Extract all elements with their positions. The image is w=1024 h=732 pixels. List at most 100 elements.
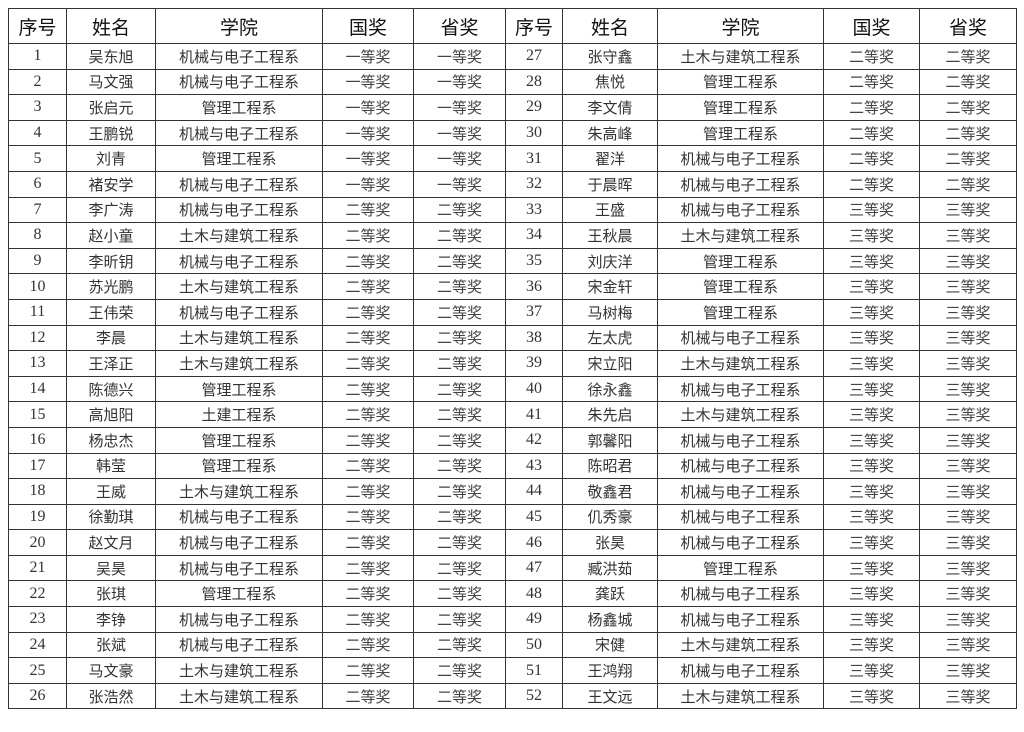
serial-cell: 37 xyxy=(505,298,563,326)
provincial-award-cell: 二等奖 xyxy=(413,657,506,684)
name-cell: 张守鑫 xyxy=(562,43,658,70)
name-cell: 张斌 xyxy=(66,631,156,659)
provincial-award-cell: 二等奖 xyxy=(413,554,506,582)
department-cell: 机械与电子工程系 xyxy=(657,196,824,224)
serial-cell: 30 xyxy=(505,119,563,147)
name-cell: 吴东旭 xyxy=(66,43,156,70)
department-cell: 土木与建筑工程系 xyxy=(155,273,323,300)
provincial-award-cell: 二等奖 xyxy=(413,503,506,531)
serial-cell: 38 xyxy=(505,324,563,352)
department-cell: 土木与建筑工程系 xyxy=(155,478,323,505)
department-cell: 土木与建筑工程系 xyxy=(155,682,323,710)
name-cell: 张浩然 xyxy=(66,682,156,710)
department-cell: 土木与建筑工程系 xyxy=(155,657,323,684)
national-award-cell: 三等奖 xyxy=(823,196,920,224)
provincial-award-cell: 二等奖 xyxy=(919,43,1017,70)
provincial-award-cell: 三等奖 xyxy=(919,324,1017,352)
national-award-cell: 二等奖 xyxy=(322,247,414,275)
department-cell: 机械与电子工程系 xyxy=(657,606,824,633)
name-cell: 陈昭君 xyxy=(562,452,658,480)
provincial-award-cell: 三等奖 xyxy=(919,478,1017,505)
name-cell: 郭馨阳 xyxy=(562,426,658,454)
department-cell: 土木与建筑工程系 xyxy=(657,222,824,249)
provincial-award-cell: 三等奖 xyxy=(919,631,1017,659)
table-row: 5 刘青 管理工程系 一等奖 一等奖 31 翟洋 机械与电子工程系 二等奖 二等奖 xyxy=(8,145,1017,172)
national-award-cell: 三等奖 xyxy=(823,324,920,352)
national-award-cell: 二等奖 xyxy=(322,298,414,326)
department-cell: 机械与电子工程系 xyxy=(155,503,323,531)
name-cell: 王鸿翔 xyxy=(562,657,658,684)
name-cell: 陈德兴 xyxy=(66,375,156,403)
national-award-cell: 一等奖 xyxy=(322,68,414,96)
department-cell: 管理工程系 xyxy=(657,298,824,326)
serial-cell: 21 xyxy=(8,554,67,582)
name-cell: 赵文月 xyxy=(66,529,156,556)
name-cell: 宋金轩 xyxy=(562,273,658,300)
name-cell: 李铮 xyxy=(66,606,156,633)
name-cell: 于晨晖 xyxy=(562,170,658,198)
name-cell: 臧洪茹 xyxy=(562,554,658,582)
provincial-award-cell: 一等奖 xyxy=(413,43,506,70)
table-row: 24 张斌 机械与电子工程系 二等奖 二等奖 50 宋健 土木与建筑工程系 三等奖 三等奖 xyxy=(8,631,1017,659)
national-award-cell: 二等奖 xyxy=(823,43,920,70)
table-row: 23 李铮 机械与电子工程系 二等奖 二等奖 49 杨鑫城 机械与电子工程系 三等奖 三等奖 xyxy=(8,606,1017,633)
name-cell: 张启元 xyxy=(66,94,156,121)
national-award-cell: 三等奖 xyxy=(823,554,920,582)
header-national-award: 国奖 xyxy=(322,8,414,44)
serial-cell: 1 xyxy=(8,43,67,70)
table-row: 25 马文豪 土木与建筑工程系 二等奖 二等奖 51 王鸿翔 机械与电子工程系 三等奖 三等奖 xyxy=(8,657,1017,684)
award-list-table: 序号 姓名 学院 国奖 省奖 序号 姓名 学院 国奖 省奖 1 吴东旭 机械与电子工程系 一等奖 一等奖 2… xyxy=(8,8,1017,710)
national-award-cell: 二等奖 xyxy=(322,529,414,556)
national-award-cell: 三等奖 xyxy=(823,631,920,659)
name-cell: 朱先启 xyxy=(562,401,658,428)
serial-cell: 23 xyxy=(8,606,67,633)
provincial-award-cell: 二等奖 xyxy=(413,682,506,710)
provincial-award-cell: 三等奖 xyxy=(919,247,1017,275)
serial-cell: 36 xyxy=(505,273,563,300)
national-award-cell: 二等奖 xyxy=(322,503,414,531)
department-cell: 管理工程系 xyxy=(155,94,323,121)
provincial-award-cell: 三等奖 xyxy=(919,298,1017,326)
provincial-award-cell: 一等奖 xyxy=(413,145,506,172)
table-row: 11 王伟荣 机械与电子工程系 二等奖 二等奖 37 马树梅 管理工程系 三等奖 三等奖 xyxy=(8,298,1017,326)
national-award-cell: 二等奖 xyxy=(322,196,414,224)
provincial-award-cell: 二等奖 xyxy=(919,119,1017,147)
national-award-cell: 二等奖 xyxy=(322,657,414,684)
national-award-cell: 二等奖 xyxy=(322,273,414,300)
serial-cell: 42 xyxy=(505,426,563,454)
department-cell: 机械与电子工程系 xyxy=(657,580,824,608)
department-cell: 机械与电子工程系 xyxy=(155,631,323,659)
name-cell: 左太虎 xyxy=(562,324,658,352)
provincial-award-cell: 一等奖 xyxy=(413,94,506,121)
serial-cell: 9 xyxy=(8,247,67,275)
department-cell: 机械与电子工程系 xyxy=(657,478,824,505)
department-cell: 管理工程系 xyxy=(155,452,323,480)
department-cell: 机械与电子工程系 xyxy=(155,68,323,96)
provincial-award-cell: 二等奖 xyxy=(413,478,506,505)
name-cell: 焦悦 xyxy=(562,68,658,96)
serial-cell: 10 xyxy=(8,273,67,300)
serial-cell: 2 xyxy=(8,68,67,96)
serial-cell: 47 xyxy=(505,554,563,582)
header-serial: 序号 xyxy=(505,8,563,44)
national-award-cell: 二等奖 xyxy=(823,145,920,172)
header-name: 姓名 xyxy=(66,8,156,44)
serial-cell: 24 xyxy=(8,631,67,659)
national-award-cell: 二等奖 xyxy=(322,631,414,659)
department-cell: 机械与电子工程系 xyxy=(155,43,323,70)
name-cell: 张琪 xyxy=(66,580,156,608)
serial-cell: 14 xyxy=(8,375,67,403)
department-cell: 土木与建筑工程系 xyxy=(657,682,824,710)
serial-cell: 16 xyxy=(8,426,67,454)
provincial-award-cell: 三等奖 xyxy=(919,554,1017,582)
national-award-cell: 三等奖 xyxy=(823,222,920,249)
provincial-award-cell: 二等奖 xyxy=(919,94,1017,121)
serial-cell: 28 xyxy=(505,68,563,96)
department-cell: 土木与建筑工程系 xyxy=(155,350,323,377)
name-cell: 褚安学 xyxy=(66,170,156,198)
table-row: 6 褚安学 机械与电子工程系 一等奖 一等奖 32 于晨晖 机械与电子工程系 二等奖 二等奖 xyxy=(8,170,1017,198)
department-cell: 土木与建筑工程系 xyxy=(155,324,323,352)
department-cell: 机械与电子工程系 xyxy=(657,375,824,403)
table-row: 10 苏光鹏 土木与建筑工程系 二等奖 二等奖 36 宋金轩 管理工程系 三等奖 三等奖 xyxy=(8,273,1017,300)
national-award-cell: 三等奖 xyxy=(823,503,920,531)
